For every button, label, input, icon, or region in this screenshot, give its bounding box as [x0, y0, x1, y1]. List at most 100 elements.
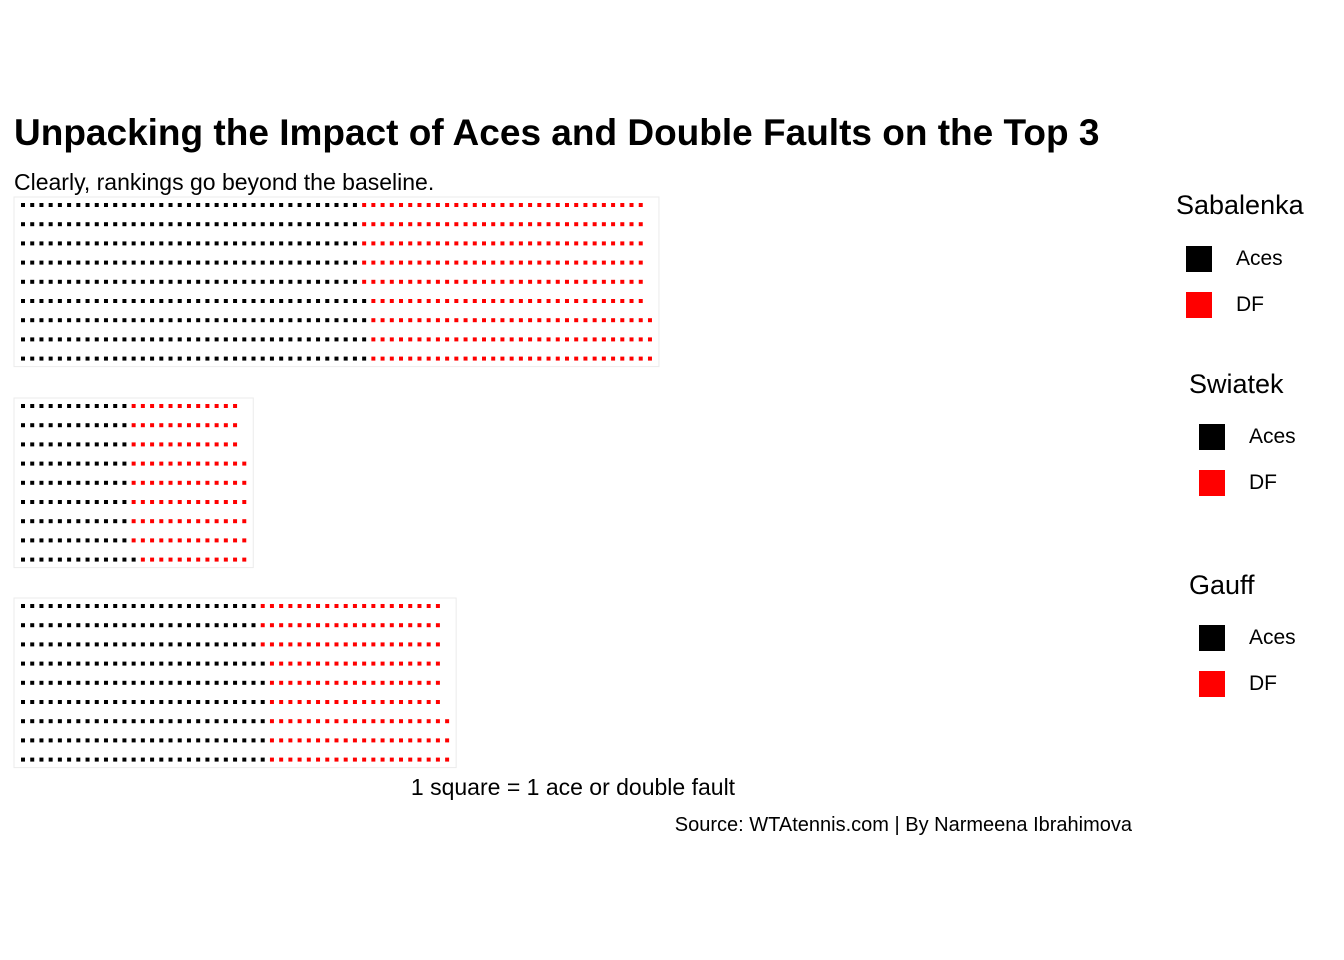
waffle-square-aces — [214, 661, 219, 666]
waffle-square-df — [233, 480, 238, 485]
waffle-square-df — [362, 680, 367, 685]
waffle-square-aces — [205, 738, 210, 743]
waffle-square-df — [399, 757, 404, 762]
waffle-square-aces — [103, 738, 108, 743]
waffle-square-df — [186, 442, 191, 447]
waffle-square-df — [131, 461, 136, 466]
legend-title: Gauff — [1189, 570, 1255, 600]
waffle-square-aces — [233, 757, 238, 762]
waffle-square-aces — [352, 260, 357, 265]
scale-note: 1 square = 1 ace or double fault — [410, 774, 736, 800]
waffle-square-aces — [251, 719, 256, 724]
waffle-square-df — [177, 538, 182, 543]
waffle-square-aces — [251, 299, 256, 303]
waffle-square-aces — [150, 356, 155, 361]
waffle-square-aces — [57, 461, 62, 466]
waffle-square-df — [472, 241, 477, 246]
waffle-square-df — [389, 623, 394, 628]
waffle-square-aces — [260, 757, 265, 762]
waffle-square-df — [325, 757, 330, 762]
waffle-square-df — [435, 356, 440, 361]
waffle-square-df — [417, 661, 422, 666]
waffle-square-df — [186, 557, 191, 562]
waffle-square-df — [564, 260, 569, 265]
waffle-square-aces — [113, 260, 118, 265]
waffle-square-aces — [48, 337, 53, 342]
waffle-square-aces — [196, 241, 201, 246]
waffle-square-aces — [76, 222, 81, 227]
waffle-square-df — [408, 604, 413, 608]
waffle-square-df — [574, 203, 579, 207]
waffle-square-aces — [177, 337, 182, 342]
waffle-square-df — [279, 680, 284, 685]
waffle-square-aces — [76, 557, 81, 562]
waffle-square-df — [223, 461, 228, 466]
waffle-square-df — [620, 241, 625, 246]
waffle-square-df — [242, 519, 247, 524]
waffle-square-aces — [131, 279, 136, 284]
waffle-square-aces — [306, 318, 311, 323]
waffle-square-df — [601, 222, 606, 227]
waffle-square-df — [389, 241, 394, 246]
waffle-square-df — [186, 519, 191, 524]
waffle-square-aces — [159, 661, 164, 666]
waffle-square-df — [638, 260, 643, 265]
waffle-square-aces — [122, 557, 127, 562]
waffle-square-aces — [39, 700, 44, 704]
waffle-square-df — [269, 623, 274, 628]
waffle-square-aces — [159, 260, 164, 265]
waffle-square-df — [223, 557, 228, 562]
waffle-square-df — [306, 719, 311, 724]
waffle-square-df — [279, 623, 284, 628]
waffle-square-df — [408, 203, 413, 207]
waffle-square-aces — [57, 700, 62, 704]
waffle-square-df — [435, 642, 440, 647]
waffle-square-aces — [39, 337, 44, 342]
waffle-square-df — [343, 680, 348, 685]
waffle-square-aces — [103, 623, 108, 628]
waffle-square-aces — [103, 318, 108, 323]
waffle-square-aces — [122, 241, 127, 246]
waffle-square-aces — [343, 279, 348, 284]
waffle-square-aces — [103, 719, 108, 724]
waffle-square-df — [140, 538, 145, 543]
waffle-square-aces — [76, 442, 81, 447]
waffle-square-aces — [76, 203, 81, 207]
waffle-square-aces — [57, 538, 62, 543]
waffle-square-aces — [57, 661, 62, 666]
waffle-square-aces — [279, 241, 284, 246]
waffle-square-aces — [76, 519, 81, 524]
waffle-square-aces — [205, 661, 210, 666]
waffle-square-df — [177, 461, 182, 466]
waffle-square-aces — [205, 337, 210, 342]
waffle-square-df — [417, 260, 422, 265]
waffle-square-df — [389, 642, 394, 647]
waffle-square-aces — [39, 642, 44, 647]
waffle-square-df — [435, 222, 440, 227]
waffle-square-aces — [21, 500, 25, 504]
waffle-square-aces — [48, 623, 53, 628]
waffle-square-aces — [76, 461, 81, 466]
waffle-square-aces — [251, 661, 256, 666]
waffle-square-aces — [186, 623, 191, 628]
waffle-square-df — [435, 241, 440, 246]
waffle-square-df — [233, 404, 238, 408]
waffle-square-df — [242, 500, 247, 504]
waffle-square-aces — [196, 260, 201, 265]
waffle-square-df — [592, 241, 597, 246]
waffle-square-aces — [297, 299, 302, 303]
waffle-square-df — [408, 700, 413, 704]
waffle-square-aces — [85, 318, 90, 323]
waffle-square-df — [583, 299, 588, 303]
waffle-square-aces — [297, 318, 302, 323]
waffle-square-aces — [177, 661, 182, 666]
waffle-square-aces — [131, 299, 136, 303]
waffle-square-aces — [48, 299, 53, 303]
waffle-square-df — [131, 442, 136, 447]
waffle-square-df — [380, 241, 385, 246]
legend-swatch-aces — [1199, 625, 1225, 651]
waffle-square-df — [140, 442, 145, 447]
waffle-square-aces — [113, 337, 118, 342]
waffle-square-aces — [30, 241, 35, 246]
waffle-square-aces — [67, 260, 72, 265]
